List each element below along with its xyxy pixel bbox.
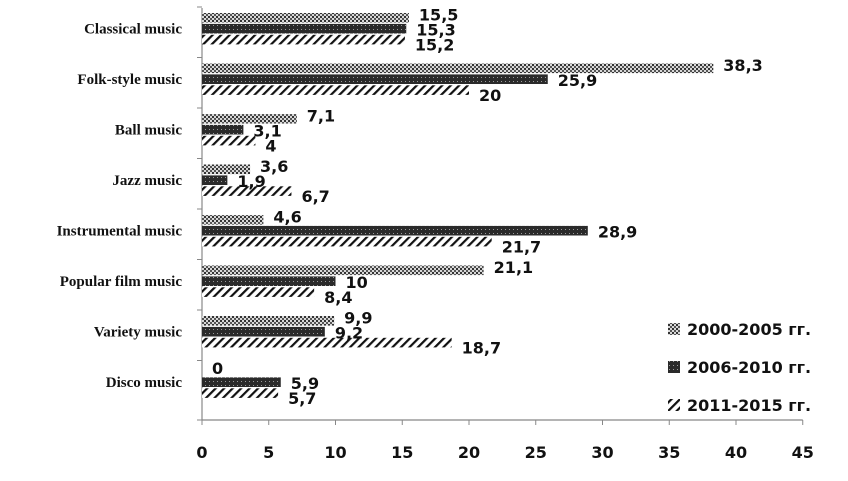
bar	[202, 114, 297, 124]
data-label: 8,4	[324, 288, 352, 307]
category-label: Variety music	[94, 325, 183, 341]
category-label: Popular film music	[60, 274, 183, 290]
category-label: Disco music	[106, 375, 183, 391]
data-label: 1,9	[237, 172, 265, 191]
x-tick-label: 15	[391, 443, 413, 462]
legend-label: 2006-2010 гг.	[687, 358, 811, 377]
bars-group	[202, 13, 714, 398]
bar	[202, 236, 492, 247]
bar	[202, 23, 407, 34]
data-label: 6,7	[301, 187, 329, 206]
bar	[202, 124, 244, 135]
data-label: 38,3	[723, 56, 762, 75]
x-tick-label: 45	[792, 443, 814, 462]
data-label: 25,9	[558, 71, 597, 90]
bar	[202, 34, 405, 45]
bar	[202, 326, 325, 337]
x-tick-label: 0	[196, 443, 207, 462]
legend-label: 2011-2015 гг.	[687, 396, 811, 415]
bar	[202, 287, 315, 297]
bar	[202, 316, 335, 326]
data-label: 5,9	[291, 374, 319, 393]
data-label: 3,6	[260, 157, 288, 176]
bar	[202, 85, 469, 95]
data-label: 20	[479, 86, 501, 105]
legend-swatch	[668, 399, 680, 411]
data-label: 0	[212, 359, 223, 378]
data-label: 4	[265, 136, 276, 155]
x-tick-label: 20	[458, 443, 480, 462]
bar	[202, 225, 588, 236]
bar	[202, 74, 548, 84]
data-label: 7,1	[307, 107, 335, 126]
x-tick-label: 40	[725, 443, 747, 462]
bar	[202, 265, 484, 276]
bar	[202, 175, 228, 185]
bar	[202, 13, 409, 23]
bar	[202, 388, 279, 398]
data-label: 28,9	[598, 223, 637, 242]
labels-group: 15,5 38,3 7,1 3,6 4,6 21,1 9,9 0 15,3 25,9 3,1 1,9 2…	[212, 6, 763, 408]
legend-swatch	[668, 323, 680, 335]
data-label: 9,9	[344, 309, 372, 328]
bar	[202, 135, 256, 146]
data-label: 9,2	[335, 324, 363, 343]
x-tick-label: 35	[658, 443, 680, 462]
category-label: Instrumental music	[57, 224, 183, 240]
bar	[202, 276, 336, 286]
data-label: 21,1	[494, 258, 533, 277]
data-label: 21,7	[502, 237, 541, 256]
bar	[202, 63, 714, 74]
data-label: 4,6	[273, 208, 301, 227]
data-label: 3,1	[253, 122, 281, 141]
category-label: Classical music	[84, 22, 182, 38]
category-label: Folk-style music	[77, 72, 182, 88]
x-tick-label: 5	[263, 443, 274, 462]
x-tick-label: 10	[324, 443, 346, 462]
x-tick-label: 30	[591, 443, 613, 462]
data-label: 15,3	[416, 21, 455, 40]
x-tick-label: 25	[525, 443, 547, 462]
bar	[202, 337, 452, 348]
legend: 2000-2005 гг. 2006-2010 гг. 2011-2015 гг.	[668, 320, 811, 415]
data-label: 15,2	[415, 35, 454, 54]
legend-label: 2000-2005 гг.	[687, 320, 811, 339]
bar	[202, 215, 264, 225]
data-label: 15,5	[419, 6, 458, 25]
legend-swatch	[668, 361, 680, 373]
category-label: Ball music	[115, 123, 182, 139]
bar	[202, 186, 292, 196]
category-label: Jazz music	[112, 173, 182, 189]
data-label: 5,7	[288, 389, 316, 408]
data-label: 18,7	[462, 338, 501, 357]
bar	[202, 377, 281, 387]
data-label: 10	[346, 273, 368, 292]
bar	[202, 164, 251, 175]
